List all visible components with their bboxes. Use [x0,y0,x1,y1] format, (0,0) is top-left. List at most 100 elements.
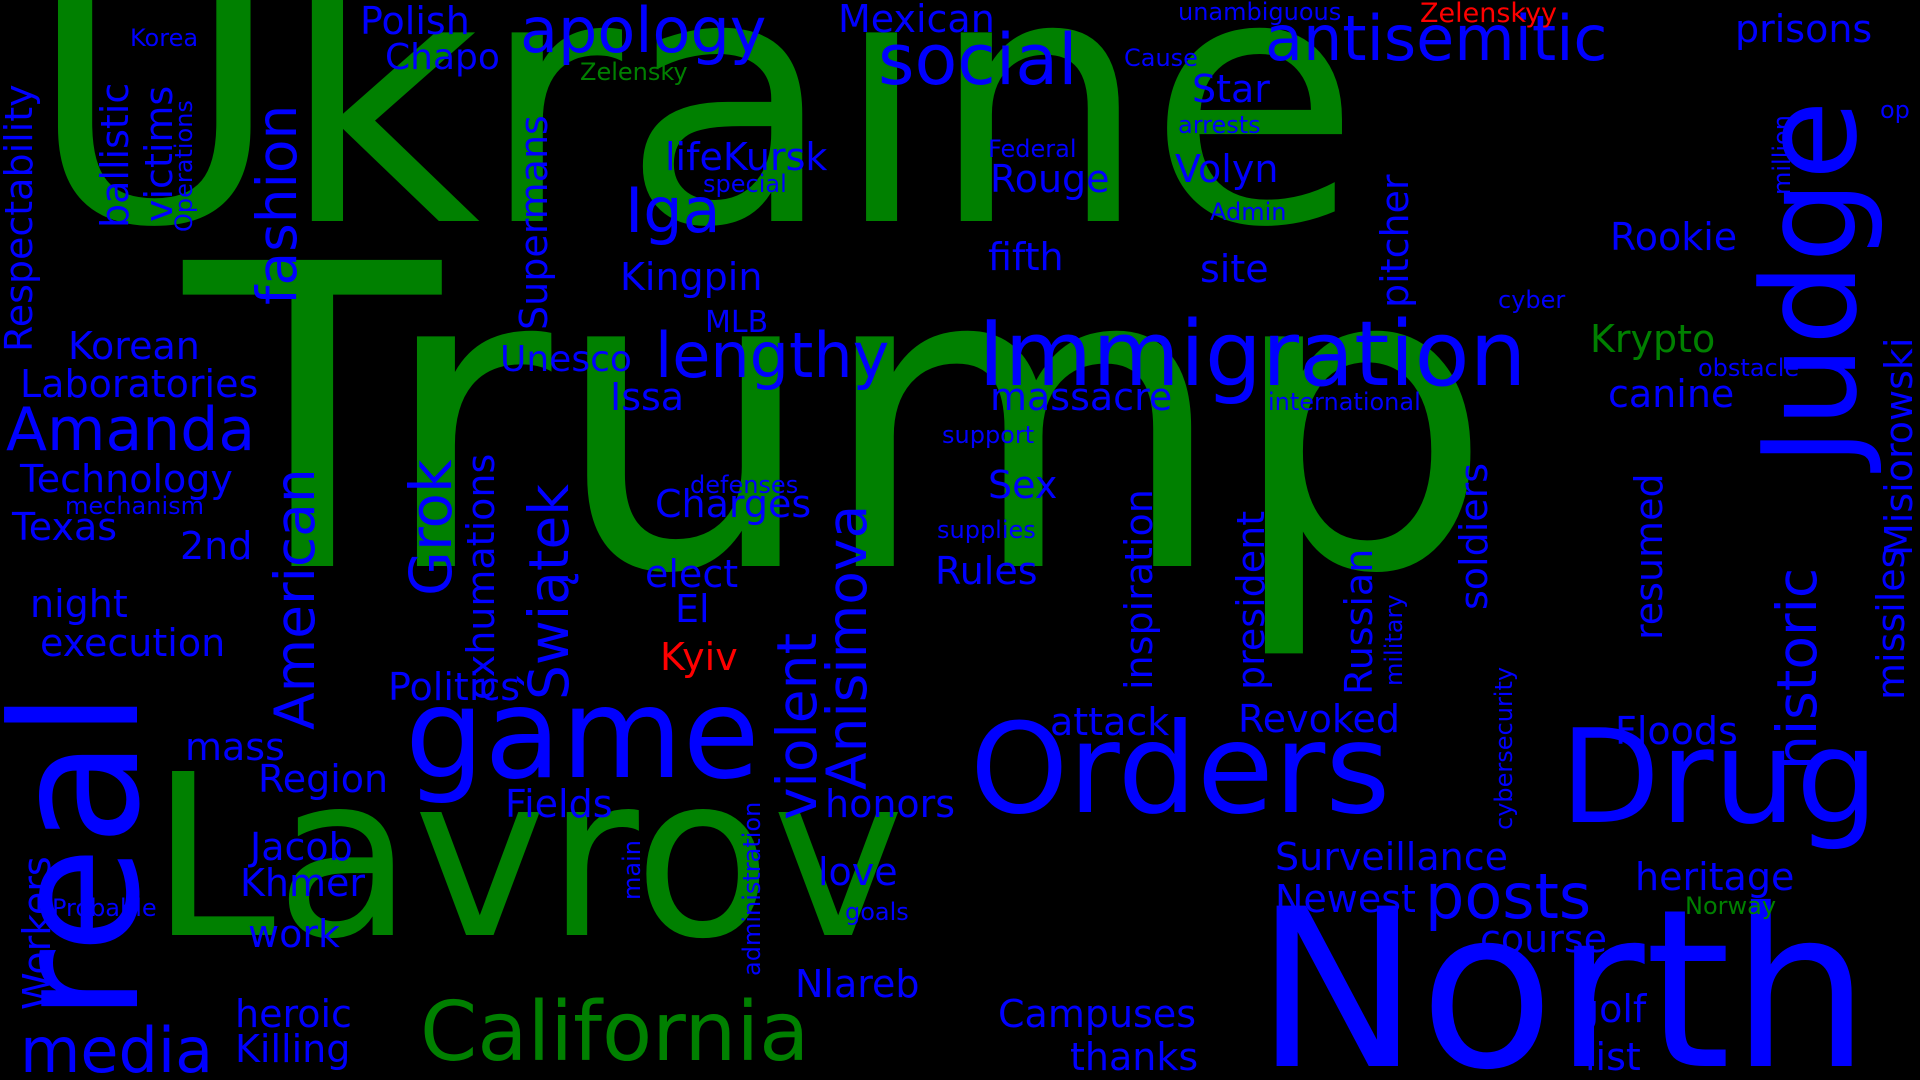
word-issa: Issa [610,375,685,419]
word-norway: Norway [1685,892,1777,920]
word-night: night [30,582,128,626]
word-zelensky: Zelensky [580,58,688,86]
word-social: social [878,19,1078,101]
word-killing: Killing [235,1027,351,1071]
word-floods: Floods [1615,709,1738,753]
word-workers: Workers [15,856,59,1010]
word-region: Region [258,757,389,801]
word-cause: Cause [1124,44,1198,72]
word-newest: Newest [1275,877,1416,921]
word-federal: Federal [988,135,1077,163]
word-korea: Korea [130,24,199,52]
word-sex: Sex [988,463,1058,507]
word-million: million [1768,115,1796,195]
word-khmer: Khmer [240,861,366,905]
word-violent: violent [765,632,829,820]
word-media: media [20,1014,214,1080]
word-heritage: heritage [1635,855,1795,899]
word-supermans: Supermans [512,115,556,330]
word-ballistic: ballistic [93,82,137,228]
word-revoked: Revoked [1238,697,1400,741]
word-mass: mass [185,725,285,769]
word-rouge: Rouge [990,157,1110,201]
word-trump: Trump [184,177,1494,666]
word-historic: historic [1765,567,1829,770]
word-swiatek: Świątek [517,483,581,700]
word-korean: Korean [68,324,200,368]
word-kingpin: Kingpin [620,255,763,299]
word-apology: apology [520,0,767,67]
word-cyber: cyber [1498,286,1566,314]
word-list: list [1585,1035,1641,1079]
word-polish: Polish [360,0,470,43]
word-technology: Technology [20,457,233,501]
word-rookie: Rookie [1610,215,1738,259]
word-defenses: defenses [690,471,799,499]
word-work: work [248,912,340,956]
word-politics: Politics [388,665,521,709]
word-ukraine: Ukraine [28,0,1361,303]
word-love: love [818,850,898,894]
word-amanda: Amanda [6,395,256,465]
word-lifekursk: lifeKursk [665,135,828,179]
word-president: president [1229,510,1273,690]
word-game: game [405,662,760,807]
word-north: North [1255,862,1871,1080]
word-grok: Grok [397,459,465,596]
word-lavrov: Lavrov [150,727,905,989]
word-antisemitic: antisemitic [1265,2,1608,75]
word-judge: Judge [1734,100,1886,466]
word-surveillance: Surveillance [1275,835,1509,879]
word-drug: Drug [1560,701,1879,853]
word-immigration: Immigration [978,302,1527,407]
word-misiorowski: Misiorowski [1877,337,1920,556]
word-admin: Admin [1210,198,1287,226]
word-execution: execution [40,621,226,665]
word-lengthy: lengthy [655,319,890,392]
word-main: main [618,840,646,900]
word-charges: Charges [655,482,812,526]
word-military: military [1380,594,1408,686]
word-missiles: missiles [1869,548,1913,700]
word-2nd: 2nd [180,524,253,568]
word-international: international [1268,388,1421,416]
word-cybersecurity: cybersecurity [1490,666,1518,830]
word-mexican: Mexican [838,0,995,41]
word-american: American [263,468,327,730]
word-star: Star [1192,67,1270,111]
word-elect: elect [645,552,739,596]
word-texas: Texas [12,505,118,549]
word-nlareb: Nlareb [795,962,920,1006]
word-special: special [703,170,787,198]
word-rules: Rules [935,549,1038,593]
word-jacob: Jacob [250,825,353,869]
word-attack: attack [1050,700,1170,744]
word-inspiration: inspiration [1117,489,1161,690]
word-site: site [1200,247,1269,291]
word-chapo: Chapo [385,37,500,78]
word-obstacle: obstacle [1698,354,1800,382]
word-laboratories: Laboratories [20,362,259,406]
word-el: El [675,587,710,631]
word-mlb: MLB [705,305,769,340]
word-campuses: Campuses [998,992,1197,1036]
word-zelenskyy: Zelenskyy [1420,0,1558,29]
word-posts: posts [1425,860,1592,933]
word-pitcher: pitcher [1373,174,1417,308]
word-fields: Fields [505,782,613,826]
word-unambiguous: unambiguous [1178,0,1342,26]
word-krypto: Krypto [1590,317,1716,361]
word-iga: Iga [625,174,721,247]
word-supplies: supplies [937,516,1036,544]
word-soldiers: soldiers [1452,462,1496,610]
word-kyiv: Kyiv [660,635,738,679]
word-orders: Orders [970,697,1391,842]
word-op: op [1880,96,1910,124]
word-arrests: arrests [1178,111,1261,139]
word-prisons: prisons [1735,7,1873,51]
word-operations: Operations [170,100,198,232]
word-volyn: Volyn [1175,147,1279,191]
word-russian: Russian [1337,548,1381,695]
word-respectability: Respectability [0,84,41,352]
